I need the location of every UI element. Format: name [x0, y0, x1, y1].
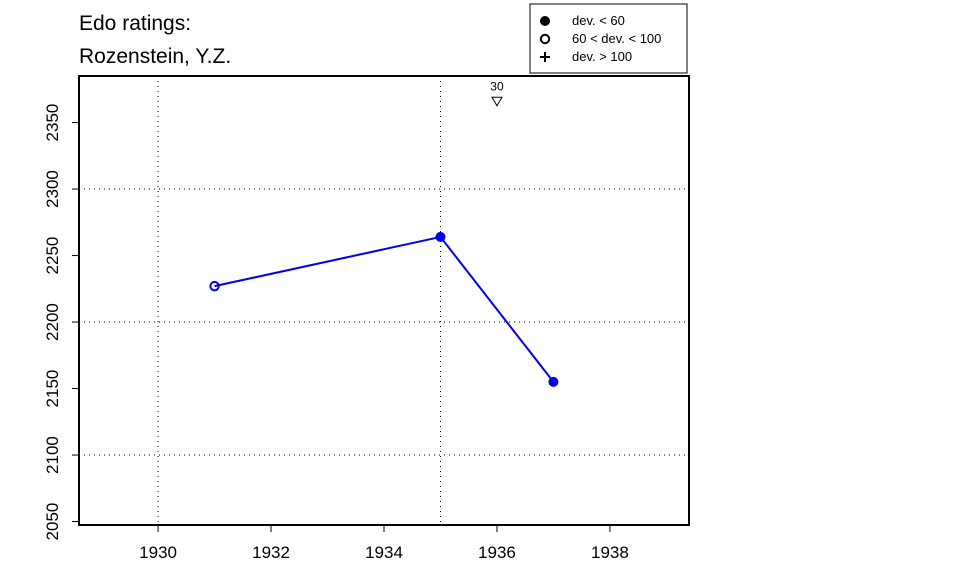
- x-tick-label: 1932: [252, 543, 290, 562]
- legend-label: dev. < 60: [572, 13, 625, 28]
- annotation-label: 30: [490, 79, 504, 93]
- chart-title: Edo ratings:: [79, 12, 191, 35]
- point: [435, 231, 446, 242]
- point: [548, 376, 559, 387]
- point: [209, 280, 220, 292]
- y-tick-label: 2200: [43, 303, 62, 341]
- y-tick-label: 2350: [43, 104, 62, 142]
- legend-box: [529, 3, 688, 74]
- legend-label: dev. > 100: [572, 49, 632, 64]
- legend-marker: [540, 16, 550, 26]
- line: [214, 235, 555, 383]
- x-tick-label: 1934: [365, 543, 403, 562]
- y-tick-label: 2250: [43, 237, 62, 275]
- legend-marker: [540, 52, 550, 62]
- y-tick-label: 2300: [43, 170, 62, 208]
- x-tick-label: 1930: [139, 543, 177, 562]
- legend-marker: [539, 33, 551, 45]
- chart-subtitle: Rozenstein, Y.Z.: [79, 45, 231, 68]
- y-tick-label: 2150: [43, 370, 62, 408]
- annotation-marker: [491, 96, 503, 107]
- x-tick-label: 1936: [478, 543, 516, 562]
- plot-frame: [78, 75, 690, 526]
- y-tick-label: 2050: [43, 503, 62, 541]
- y-tick-label: 2100: [43, 436, 62, 474]
- legend-label: 60 < dev. < 100: [572, 31, 661, 46]
- x-tick-label: 1938: [591, 543, 629, 562]
